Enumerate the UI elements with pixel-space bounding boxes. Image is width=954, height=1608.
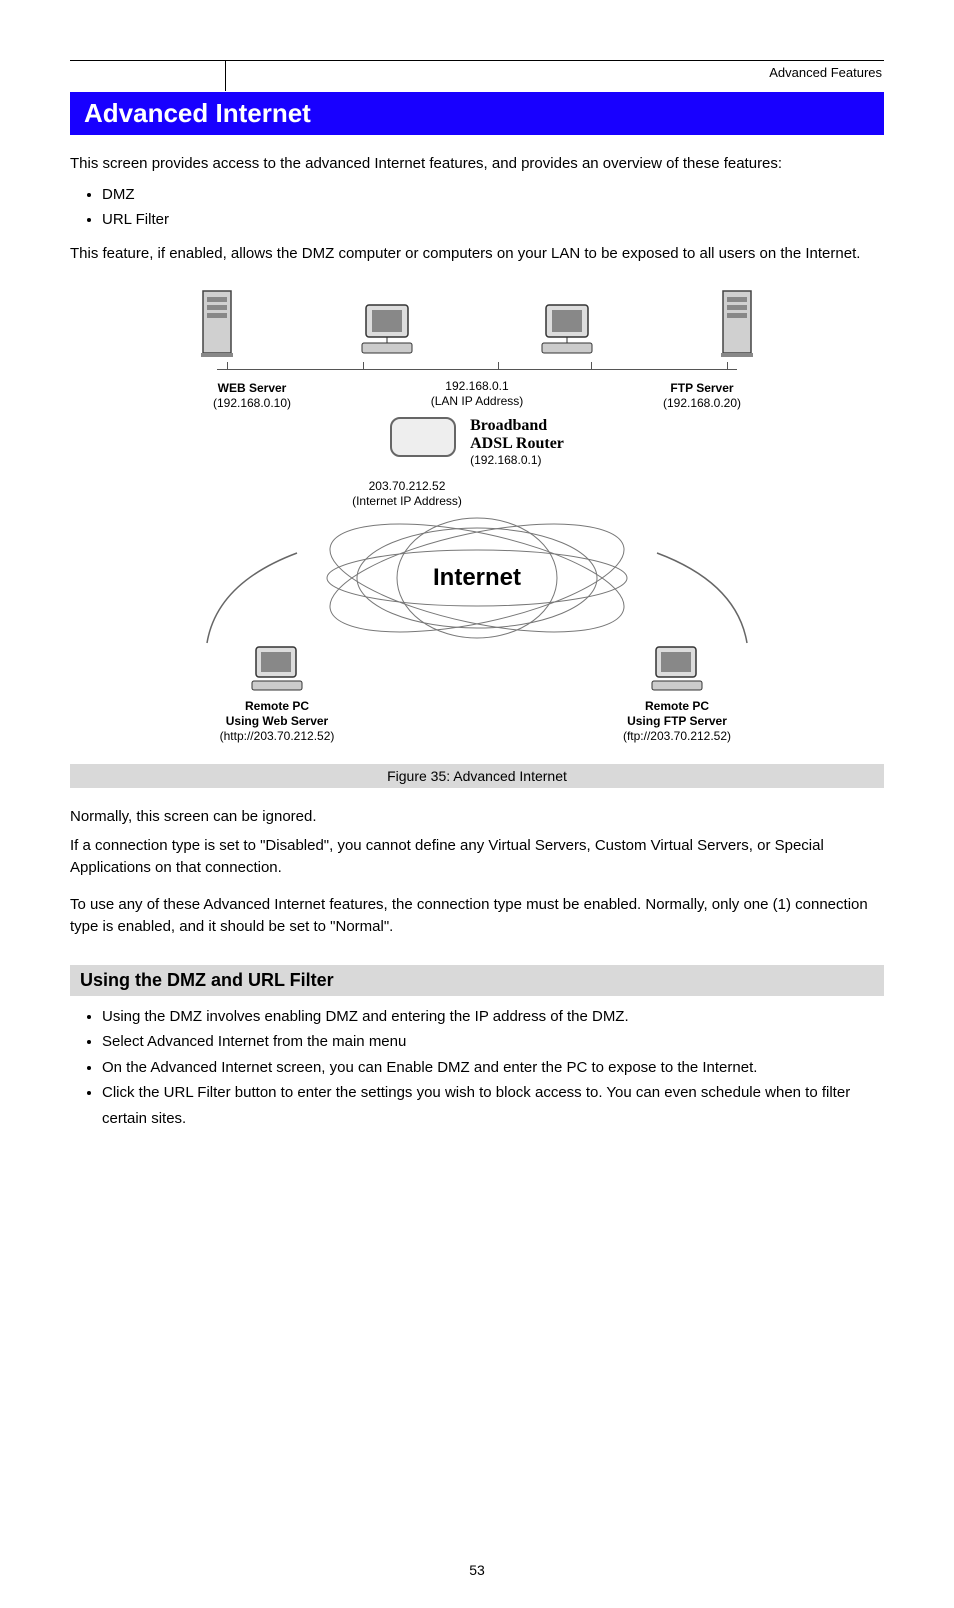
computer-icon (356, 301, 418, 359)
internet-cloud: Internet (197, 513, 757, 643)
intro-para1: This screen provides access to the advan… (70, 153, 884, 176)
wan-ip-label: 203.70.212.52 (Internet IP Address) (127, 479, 687, 509)
step-4: Click the URL Filter button to enter the… (102, 1080, 884, 1131)
using-header: Using the DMZ and URL Filter (70, 965, 884, 996)
bullet-urlfilter: URL Filter (102, 207, 884, 233)
pc-right-device (536, 301, 598, 363)
conn-body: Normally, this screen can be ignored. If… (70, 806, 884, 939)
section-banner: Advanced Internet (70, 92, 884, 135)
figure-caption: Figure 35: Advanced Internet (70, 764, 884, 788)
intro-bullets: DMZ URL Filter (102, 182, 884, 233)
server-icon (717, 289, 757, 359)
lan-bus-line (217, 369, 737, 377)
step-3: On the Advanced Internet screen, you can… (102, 1055, 884, 1081)
step-2: Select Advanced Internet from the main m… (102, 1029, 884, 1055)
router-row: Broadband ADSL Router (192.168.0.1) (197, 417, 757, 467)
router-icon (390, 417, 456, 457)
router-label: Broadband ADSL Router (192.168.0.1) (470, 417, 564, 467)
arc-right (647, 543, 767, 653)
web-server-label: WEB Server (192.168.0.10) (197, 381, 307, 411)
network-diagram: WEB Server (192.168.0.10) 192.168.0.1 (L… (70, 289, 884, 744)
lan-ip-label: 192.168.0.1 (LAN IP Address) (307, 379, 647, 409)
ftp-server-label: FTP Server (192.168.0.20) (647, 381, 757, 411)
page-header-text: Advanced Features (70, 65, 884, 80)
web-server-device (197, 289, 237, 363)
header-tick (225, 61, 226, 91)
intro-body: This screen provides access to the advan… (70, 153, 884, 265)
intro-para2: This feature, if enabled, allows the DMZ… (70, 243, 884, 266)
pc-left-device (356, 301, 418, 363)
bullet-dmz: DMZ (102, 182, 884, 208)
internet-label: Internet (433, 564, 521, 592)
remote-pc-web: Remote PC Using Web Server (http://203.7… (197, 643, 357, 744)
conn-para3: To use any of these Advanced Internet fe… (70, 894, 884, 939)
steps-list: Using the DMZ involves enabling DMZ and … (102, 1004, 884, 1132)
step-1: Using the DMZ involves enabling DMZ and … (102, 1004, 884, 1030)
server-icon (197, 289, 237, 359)
ftp-server-device (717, 289, 757, 363)
conn-para2: If a connection type is set to "Disabled… (70, 835, 884, 880)
remote-pc-ftp: Remote PC Using FTP Server (ftp://203.70… (597, 643, 757, 744)
conn-para1: Normally, this screen can be ignored. (70, 806, 884, 829)
computer-icon (536, 301, 598, 359)
page-number: 53 (0, 1562, 954, 1578)
arc-left (187, 543, 307, 653)
